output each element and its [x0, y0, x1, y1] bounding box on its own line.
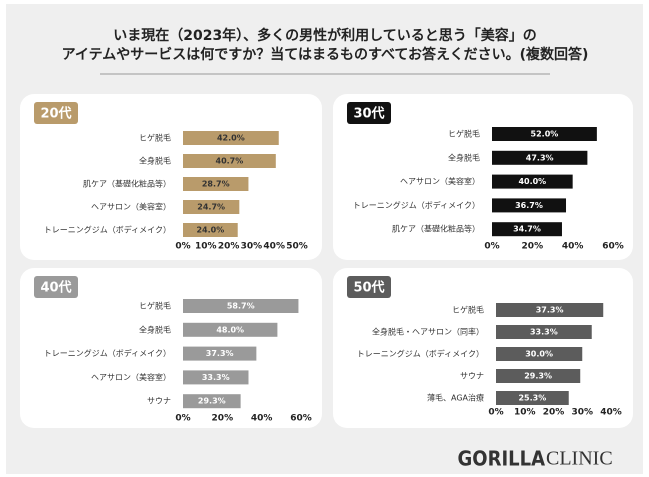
bar: [492, 127, 597, 141]
value-label: 30.0%: [525, 350, 553, 359]
value-label: 33.3%: [530, 328, 558, 337]
bar: [492, 174, 573, 189]
bar: [492, 222, 562, 237]
value-label: 24.7%: [197, 203, 225, 212]
category-label: 肌ケア（基礎化粧品等）: [392, 224, 480, 234]
category-label: ヒゲ脱毛: [139, 301, 171, 311]
category-label: 全身脱毛: [139, 324, 171, 334]
x-tick-label: 40%: [251, 414, 273, 424]
category-label: ヘアサロン（美容室）: [400, 176, 480, 186]
panel-badge: [347, 102, 391, 124]
category-label: 全身脱毛: [139, 156, 171, 166]
value-label: 40.0%: [518, 177, 546, 186]
panel-badge: [34, 276, 78, 298]
bar: [496, 303, 604, 317]
title-line: アイテムやサービスは何ですか？当てはまるものすべてお答えください。(複数回答): [62, 46, 589, 63]
value-label: 33.3%: [202, 373, 230, 382]
value-label: 28.7%: [202, 180, 230, 189]
x-tick-label: 30%: [241, 242, 263, 252]
bar: [183, 223, 238, 237]
x-tick-label: 40%: [263, 242, 285, 252]
value-label: 37.3%: [206, 349, 234, 358]
x-tick-label: 20%: [543, 408, 565, 418]
value-label: 52.0%: [531, 130, 559, 139]
x-tick-label: 20%: [212, 414, 234, 424]
x-tick-label: 10%: [514, 408, 536, 418]
panel-badge: [347, 276, 391, 298]
value-label: 40.7%: [216, 157, 244, 166]
x-tick-label: 0%: [488, 408, 503, 418]
category-label: トレーニングジム（ボディメイク）: [357, 349, 484, 359]
panel-badge: [34, 102, 78, 124]
x-tick-label: 40%: [562, 242, 584, 252]
bar: [183, 346, 257, 361]
value-label: 36.7%: [515, 201, 543, 210]
title-line: いま現在（2023年）、多くの男性が利用していると思う「美容」の: [113, 27, 537, 44]
value-label: 48.0%: [216, 325, 244, 334]
value-label: 25.3%: [518, 394, 546, 403]
value-label: 42.0%: [217, 134, 245, 143]
x-tick-label: 0%: [484, 242, 499, 252]
bar: [183, 370, 249, 385]
bar: [183, 394, 241, 409]
brand-serif: CLINIC: [546, 448, 613, 470]
value-label: 37.3%: [536, 306, 564, 315]
category-label: トレーニングジム（ボディメイク）: [353, 200, 480, 210]
bar: [183, 131, 279, 145]
category-label: ヒゲ脱毛: [452, 305, 484, 315]
value-label: 47.3%: [526, 153, 554, 162]
bar: [496, 369, 581, 383]
bar: [496, 325, 592, 339]
category-label: ヒゲ脱毛: [139, 133, 171, 143]
category-label: ヒゲ脱毛: [448, 129, 480, 139]
bar: [183, 200, 240, 214]
bar: [496, 391, 569, 405]
bar: [183, 177, 249, 191]
category-label: 肌ケア（基礎化粧品等）: [83, 179, 171, 189]
bar: [183, 299, 299, 313]
category-label: サウナ: [147, 397, 171, 406]
x-tick-label: 50%: [286, 242, 308, 252]
panel-title: 20代: [40, 106, 71, 122]
x-tick-label: 30%: [571, 408, 593, 418]
category-label: ヘアサロン（美容室）: [91, 372, 171, 382]
panel-title: 30代: [353, 106, 384, 122]
category-label: トレーニングジム（ボディメイク）: [44, 225, 171, 235]
bar: [183, 154, 276, 168]
category-label: 薄毛、AGA治療: [427, 393, 484, 403]
value-label: 29.3%: [198, 397, 226, 406]
value-label: 29.3%: [524, 372, 552, 381]
x-tick-label: 60%: [602, 242, 624, 252]
category-label: サウナ: [460, 372, 484, 381]
panel-title: 40代: [40, 280, 71, 296]
bar: [183, 322, 278, 337]
x-tick-label: 20%: [218, 242, 240, 252]
category-label: トレーニングジム（ボディメイク）: [44, 348, 171, 358]
bar: [492, 198, 567, 213]
category-label: ヘアサロン（美容室）: [91, 202, 171, 212]
category-label: 全身脱毛・ヘアサロン（同率）: [372, 327, 484, 337]
value-label: 58.7%: [227, 302, 255, 311]
x-tick-label: 0%: [175, 242, 190, 252]
brand-bold: GORILLA: [458, 447, 546, 471]
panel-title: 50代: [353, 280, 384, 296]
bar: [496, 347, 583, 361]
x-tick-label: 20%: [522, 242, 544, 252]
bar: [492, 150, 588, 165]
value-label: 34.7%: [513, 225, 541, 234]
x-tick-label: 40%: [600, 408, 622, 418]
x-tick-label: 10%: [195, 242, 217, 252]
x-tick-label: 0%: [175, 414, 190, 424]
x-tick-label: 60%: [290, 414, 312, 424]
value-label: 24.0%: [196, 226, 224, 235]
category-label: 全身脱毛: [448, 152, 480, 162]
